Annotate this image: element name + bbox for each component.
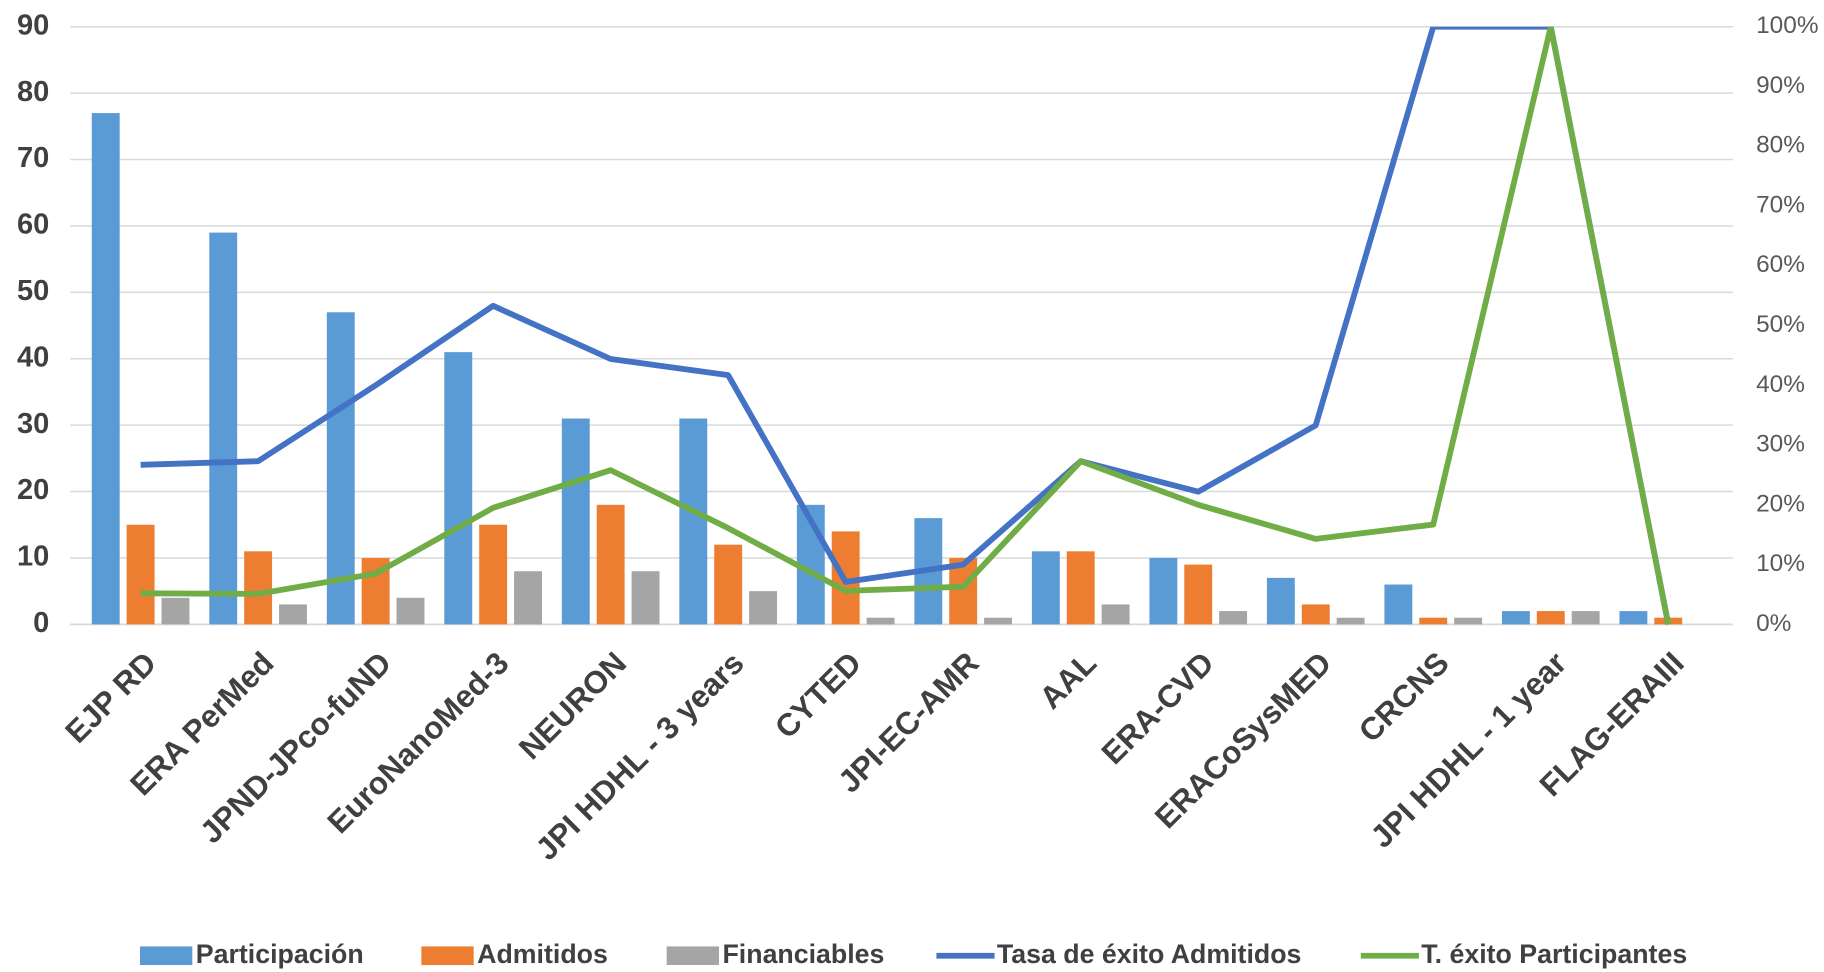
legend-swatch: [421, 946, 474, 966]
x-tick-label: JPI HDHL - 3 years: [529, 645, 751, 867]
bar: [631, 571, 660, 625]
bar: [514, 571, 542, 625]
line: [140, 26, 1672, 625]
bar: [1501, 611, 1530, 625]
x-tick-label: JPI HDHL - 1 year: [1364, 645, 1573, 854]
bar: [479, 524, 508, 625]
bar: [714, 544, 743, 625]
legend-label: T. éxito Participantes: [1421, 939, 1687, 969]
y2-tick-label: 30%: [1756, 431, 1805, 458]
bar: [984, 617, 1013, 625]
y2-tick-label: 90%: [1756, 72, 1805, 99]
bar: [91, 113, 120, 625]
bar: [1301, 604, 1330, 625]
y2-tick-label: 70%: [1756, 191, 1805, 218]
legend-swatch: [139, 946, 193, 966]
y-tick-label: 90: [17, 9, 49, 41]
bar: [126, 524, 155, 625]
bar: [1336, 617, 1365, 625]
x-tick-label: ERA-CVD: [1095, 645, 1221, 771]
bar: [866, 617, 895, 625]
x-tick-label: AAL: [1033, 645, 1103, 715]
bar: [1454, 617, 1483, 625]
bar: [949, 557, 978, 625]
y-tick-label: 30: [17, 408, 49, 440]
y-tick-label: 70: [17, 142, 49, 174]
legend-label: Tasa de éxito Admitidos: [997, 939, 1302, 969]
bar: [1149, 557, 1178, 625]
bar: [1219, 611, 1248, 625]
bar: [396, 597, 425, 625]
legend-swatch: [666, 946, 719, 966]
bar: [209, 232, 238, 625]
bar: [1619, 611, 1648, 625]
bar: [561, 418, 590, 625]
bar: [161, 597, 190, 625]
y2-tick-label: 50%: [1756, 311, 1805, 338]
legend: Participación Admitidos Financiables Tasa d…: [139, 939, 1687, 969]
grid: [70, 25, 1733, 626]
x-tick-label: NEURON: [512, 645, 633, 766]
labels: 0 10 20 30 40 50 60 70 80 90 0% 10% 20% 30% 40% 50% 60% 7…: [17, 9, 1819, 867]
y-tick-label: 10: [17, 541, 49, 573]
bar: [1031, 551, 1060, 625]
lines: [140, 26, 1672, 625]
bar: [326, 312, 355, 625]
y2-tick-label: 40%: [1756, 371, 1805, 398]
y2-tick-label: 100%: [1756, 12, 1818, 39]
line: [140, 26, 1672, 625]
bar: [749, 591, 778, 625]
y-tick-label: 80: [17, 76, 49, 108]
y2-tick-label: 80%: [1756, 132, 1805, 159]
legend-label: Participación: [196, 939, 364, 969]
bar: [679, 418, 708, 625]
y-tick-label: 40: [17, 341, 49, 373]
bar: [1536, 611, 1565, 625]
bar: [596, 504, 625, 625]
y2-tick-label: 20%: [1756, 490, 1805, 517]
legend-label: Financiables: [722, 939, 884, 969]
legend-label: Admitidos: [477, 939, 608, 969]
y2-tick-label: 60%: [1756, 251, 1805, 278]
x-tick-label: CRCNS: [1352, 645, 1456, 749]
y-tick-label: 20: [17, 474, 49, 506]
bars: [91, 113, 1683, 625]
y-tick-label: 0: [33, 607, 49, 639]
y2-tick-label: 10%: [1756, 550, 1805, 577]
bar: [1571, 611, 1600, 625]
bar: [1384, 584, 1413, 625]
bar: [1184, 564, 1213, 625]
y-tick-label: 60: [17, 209, 49, 241]
x-tick-label: EJP RD: [59, 645, 163, 749]
x-tick-label: CYTED: [768, 645, 868, 745]
bar: [1066, 551, 1095, 625]
bar: [1266, 577, 1295, 625]
bar: [1101, 604, 1130, 625]
bar: [244, 551, 273, 625]
y-tick-label: 50: [17, 275, 49, 307]
y2-tick-label: 0%: [1756, 610, 1791, 637]
bar: [444, 352, 473, 625]
bar: [1419, 617, 1448, 625]
bar: [279, 604, 307, 625]
